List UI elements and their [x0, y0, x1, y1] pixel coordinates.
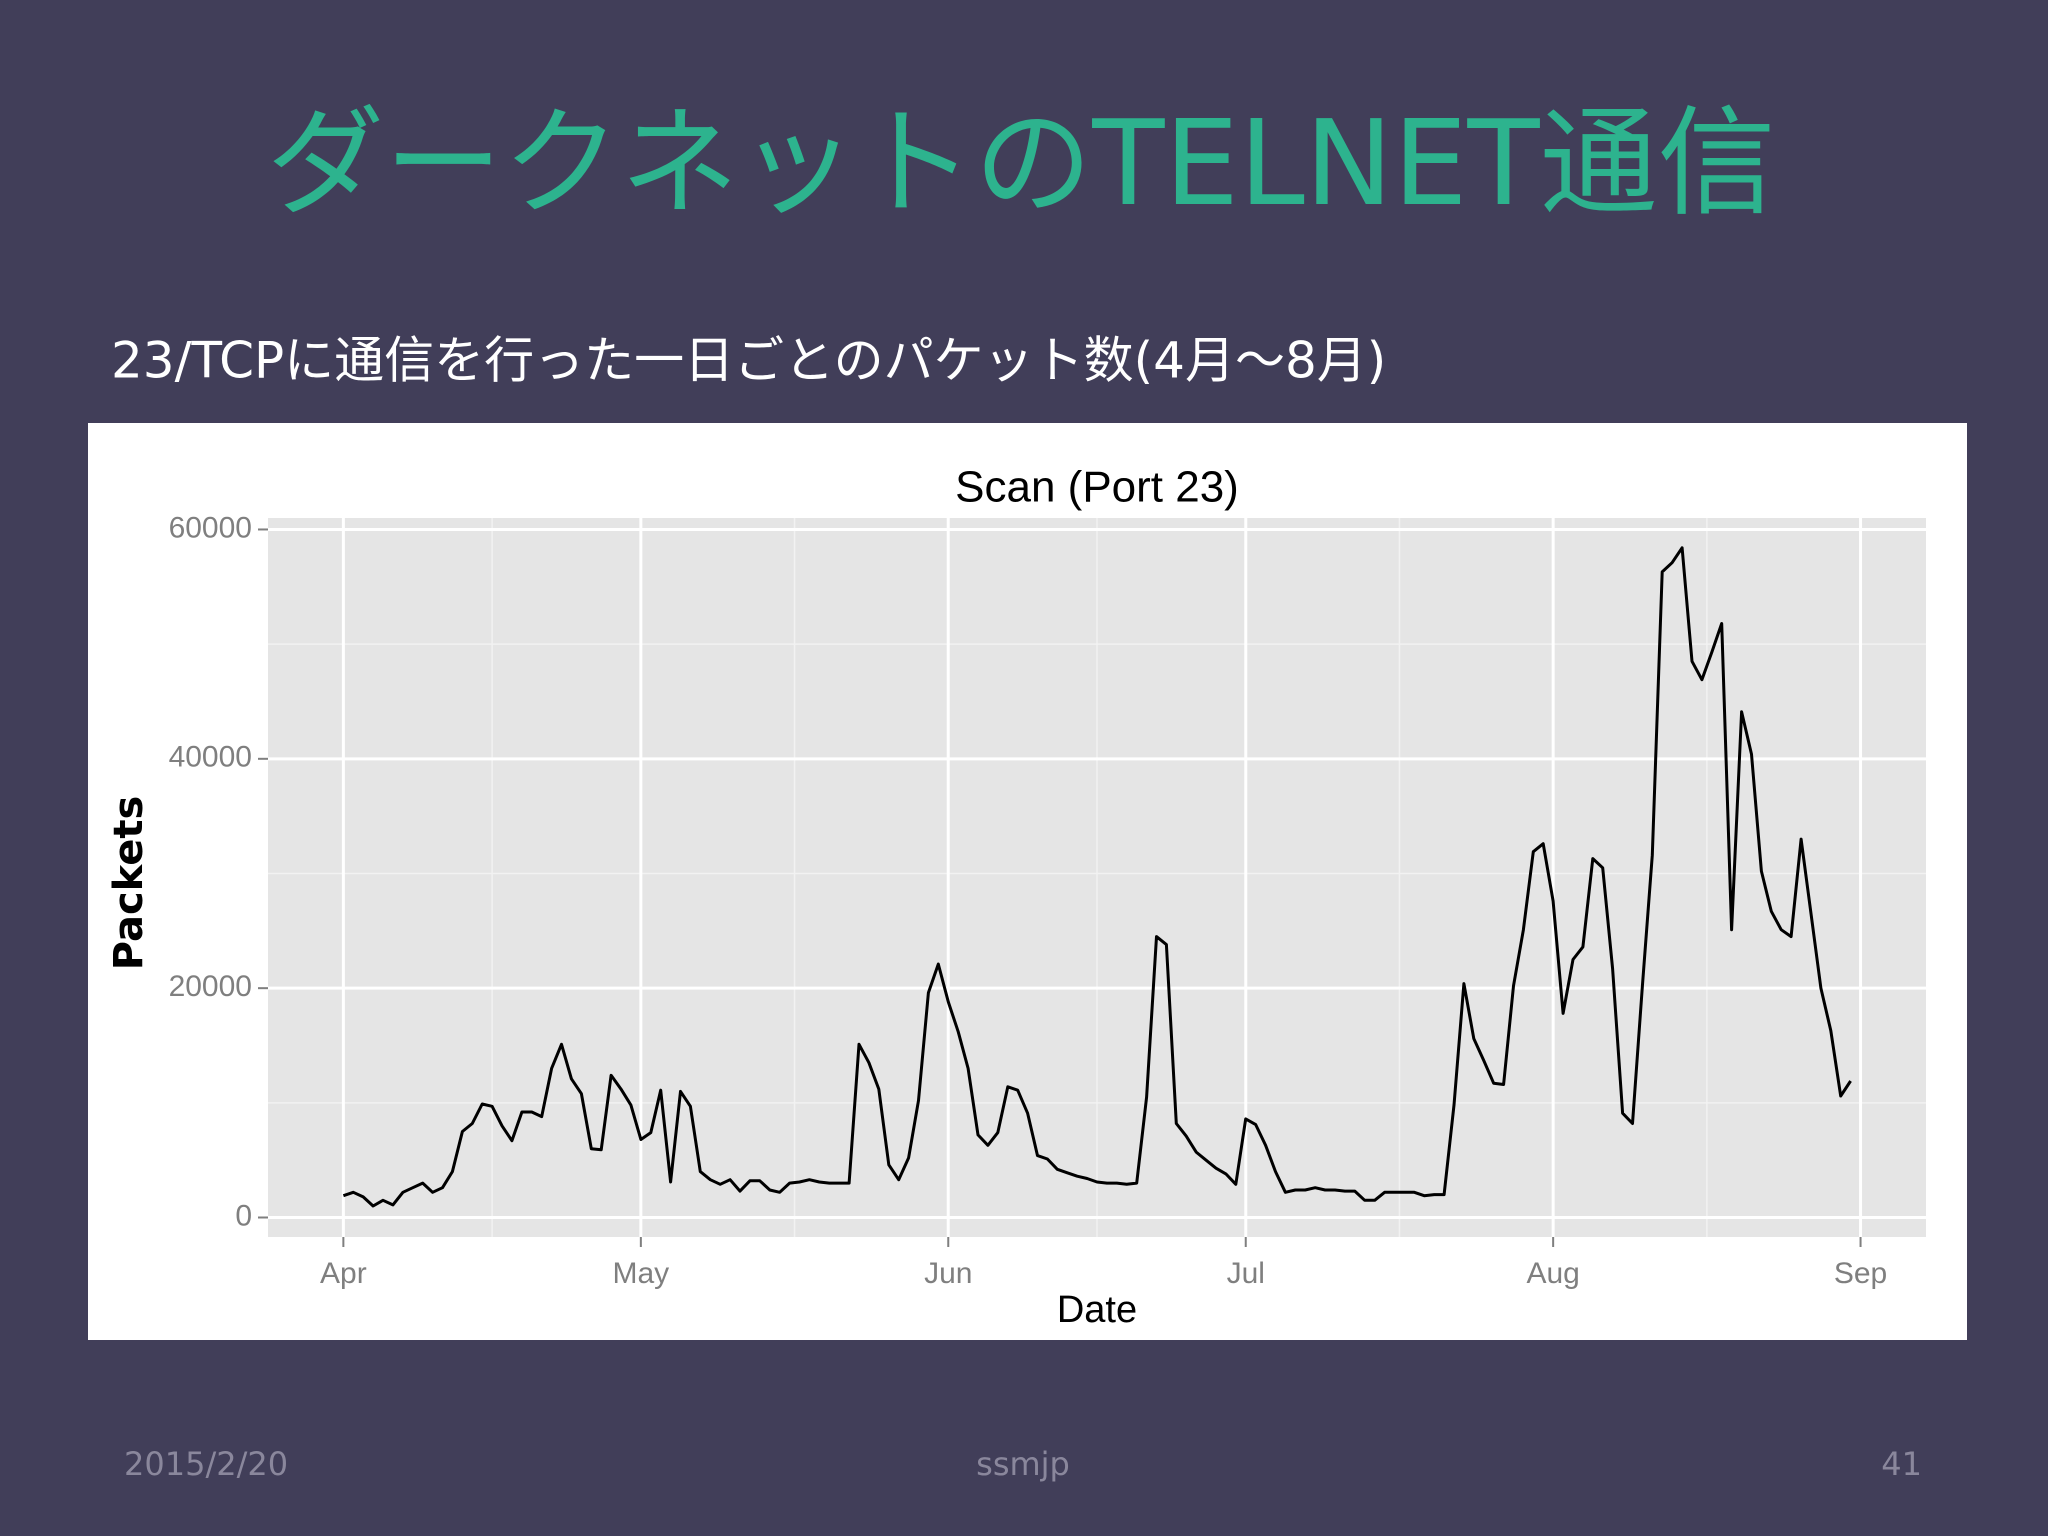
data-line — [342, 546, 1852, 1208]
y-tick-label: 20000 — [169, 970, 252, 1003]
x-tick-label: May — [613, 1257, 670, 1290]
y-tick-label: 40000 — [169, 741, 252, 774]
slide-title: ダークネットのTELNET通信 — [266, 94, 1775, 232]
footer-center: ssmjp — [976, 1445, 1070, 1483]
x-tick-label: Apr — [320, 1257, 367, 1290]
y-tick-label: 60000 — [169, 511, 252, 544]
x-tick-label: Jul — [1227, 1257, 1265, 1290]
slide-subtitle: 23/TCPに通信を行った一日ごとのパケット数(4月～8月) — [111, 332, 1386, 390]
page-number: 41 — [1881, 1445, 1922, 1483]
x-tick-label: Aug — [1526, 1257, 1579, 1290]
x-axis-label: Date — [1057, 1289, 1137, 1331]
y-axis-label: Packets — [106, 796, 152, 971]
y-tick-label: 0 — [235, 1199, 252, 1232]
footer-date: 2015/2/20 — [124, 1445, 288, 1483]
chart-title: Scan (Port 23) — [955, 463, 1239, 512]
plot: 0 20000 40000 60000 Apr May Jun Jul Aug Sep — [169, 511, 1926, 1290]
x-tick-label: Sep — [1834, 1257, 1887, 1290]
x-tick-label: Jun — [924, 1257, 972, 1290]
